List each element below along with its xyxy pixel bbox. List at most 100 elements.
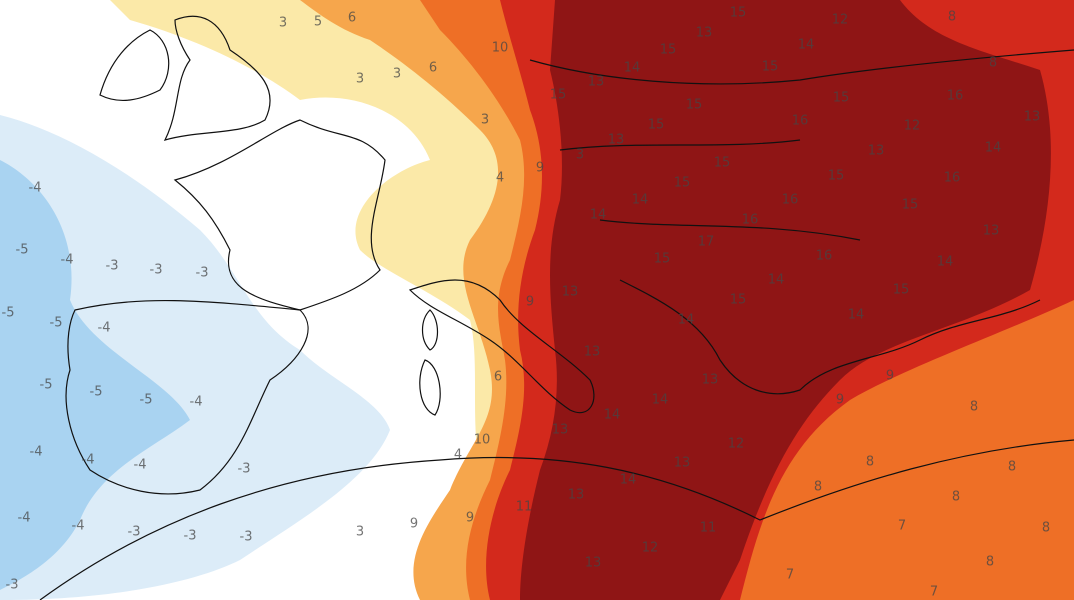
coastline	[99, 29, 170, 101]
map-value: -3	[106, 259, 119, 274]
map-value: -4	[61, 253, 74, 268]
map-value: 10	[474, 433, 491, 448]
map-value: -4	[30, 445, 43, 460]
map-value: 9	[526, 295, 534, 310]
map-value: 11	[700, 521, 717, 536]
map-value: 7	[786, 568, 794, 583]
map-value: 13	[696, 26, 713, 41]
coastline	[65, 299, 309, 495]
map-value: 13	[674, 456, 691, 471]
map-value: 13	[608, 133, 625, 148]
map-value: 14	[937, 255, 954, 270]
coastline	[408, 279, 595, 414]
map-value: 8	[948, 10, 956, 25]
map-value: 13	[585, 556, 602, 571]
map-value: 14	[848, 308, 865, 323]
map-value: 9	[836, 393, 844, 408]
map-value: 14	[604, 408, 621, 423]
map-value: -3	[238, 462, 251, 477]
coastline	[619, 279, 1041, 395]
map-value: -4	[29, 181, 42, 196]
map-value: 3	[356, 72, 364, 87]
cold-core	[0, 160, 190, 590]
map-value: 13	[983, 224, 1000, 239]
map-value: 8	[989, 56, 997, 71]
map-value: 6	[348, 11, 356, 26]
map-value: 16	[792, 114, 809, 129]
map-value: 13	[868, 144, 885, 159]
coastline	[419, 309, 441, 416]
map-value: 15	[833, 91, 850, 106]
map-value: 6	[494, 370, 502, 385]
map-value: 8	[866, 455, 874, 470]
map-value: 9	[886, 369, 894, 384]
map-value: -4	[134, 458, 147, 473]
map-value: 15	[550, 88, 567, 103]
map-value: 14	[624, 61, 641, 76]
map-value: 3	[393, 67, 401, 82]
coastline	[173, 119, 386, 311]
map-value: 12	[904, 119, 921, 134]
map-value: 13	[584, 345, 601, 360]
map-value: 9	[466, 511, 474, 526]
hot-core	[520, 0, 1051, 600]
map-value: 17	[698, 235, 715, 250]
map-value: 3	[481, 113, 489, 128]
map-value: 13	[552, 423, 569, 438]
map-value: 13	[702, 373, 719, 388]
map-value: -4	[72, 519, 85, 534]
map-value: 3	[576, 148, 584, 163]
map-value: 15	[762, 60, 779, 75]
map-value: 4	[496, 171, 504, 186]
map-value: 12	[832, 13, 849, 28]
map-value: 16	[816, 249, 833, 264]
map-value: 14	[632, 193, 649, 208]
map-value: 15	[714, 156, 731, 171]
map-value: 6	[429, 61, 437, 76]
map-value: 15	[660, 43, 677, 58]
map-value: 16	[944, 171, 961, 186]
coastline	[163, 15, 271, 141]
map-value: 14	[768, 273, 785, 288]
map-value: 13	[1024, 110, 1041, 125]
map-value: 16	[947, 89, 964, 104]
map-value: 8	[952, 490, 960, 505]
map-value: 8	[814, 480, 822, 495]
map-value: 8	[970, 400, 978, 415]
map-value: 15	[674, 176, 691, 191]
map-value: 15	[686, 98, 703, 113]
label-layer: 3 5 6 3 6 3 10 3 4 9 15 13 14 15 13 15 15 14 12 15 8 8 12 16 14 1…	[2, 6, 1051, 600]
map-value: 8	[986, 555, 994, 570]
map-value: 15	[828, 169, 845, 184]
map-value: 15	[893, 283, 910, 298]
map-value: 8	[1008, 460, 1016, 475]
map-value: -4	[82, 453, 95, 468]
map-value: 10	[492, 41, 509, 56]
map-value: 15	[654, 252, 671, 267]
map-value: 15	[648, 118, 665, 133]
map-value: -5	[50, 316, 63, 331]
map-value: -3	[150, 263, 163, 278]
map-value: 12	[642, 541, 659, 556]
coastline	[39, 439, 1074, 600]
map-value: -5	[90, 385, 103, 400]
map-value: 14	[798, 38, 815, 53]
map-value: -4	[98, 321, 111, 336]
map-value: 16	[742, 213, 759, 228]
map-value: 3	[356, 525, 364, 540]
map-value: -5	[2, 306, 15, 321]
map-value: -3	[184, 529, 197, 544]
map-value: 3	[279, 16, 287, 31]
map-value: -3	[240, 530, 253, 545]
map-value: 13	[588, 75, 605, 90]
map-value: 12	[728, 437, 745, 452]
map-value: 5	[314, 15, 322, 30]
map-value: 7	[930, 585, 938, 600]
map-value: 14	[985, 141, 1002, 156]
map-value: -4	[18, 511, 31, 526]
map-value: 14	[652, 393, 669, 408]
map-value: 15	[730, 6, 747, 21]
map-value: 15	[730, 293, 747, 308]
map-value: -3	[196, 266, 209, 281]
